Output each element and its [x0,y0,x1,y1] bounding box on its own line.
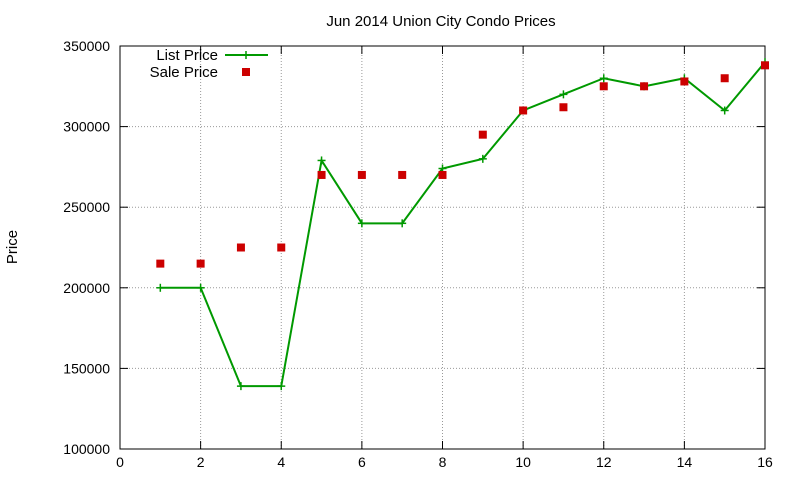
data-point-sale-price [478,130,487,139]
grid-lines [120,46,765,449]
y-tick-label: 250000 [63,199,110,215]
data-point-sale-price [317,170,326,179]
x-tick-label: 0 [116,454,124,470]
x-tick-label: 16 [757,454,773,470]
data-point-list-price [478,154,487,163]
legend-square-swatch [242,68,250,76]
data-point-sale-price [599,82,608,91]
data-point-list-price [559,90,568,99]
data-point-sale-price [640,82,649,91]
data-point-list-price [720,106,729,115]
data-point-list-price [599,74,608,83]
data-point-sale-price [196,259,205,268]
x-tick-label: 6 [358,454,366,470]
data-point-list-price [398,219,407,228]
y-tick-label: 300000 [63,119,110,135]
y-tick-label: 350000 [63,38,110,54]
data-point-list-price [236,382,245,391]
axis-ticks: 100000 150000 200000 250000 300000 350000 0 2 4 6… [63,38,773,470]
y-tick-label: 100000 [63,441,110,457]
data-point-sale-price [277,243,286,252]
series-layer [156,58,769,391]
data-point-sale-price [559,103,568,112]
legend-label: List Price [156,47,218,64]
data-point-list-price [196,283,205,292]
data-point-list-price [277,382,286,391]
data-point-sale-price [357,170,366,179]
legend-plus-swatch [242,51,250,59]
data-point-sale-price [398,170,407,179]
x-tick-label: 14 [677,454,693,470]
data-point-list-price [357,219,366,228]
legend-label: Sale Price [150,64,218,81]
x-tick-label: 12 [596,454,612,470]
y-tick-label: 150000 [63,360,110,376]
series-line-list-price [160,61,766,388]
data-point-sale-price [519,106,528,115]
x-tick-label: 2 [197,454,205,470]
data-point-list-price [317,156,326,165]
x-tick-label: 4 [277,454,285,470]
y-axis-label: Price [4,230,21,264]
x-tick-label: 10 [515,454,531,470]
y-tick-label: 200000 [63,280,110,296]
data-point-sale-price [438,170,447,179]
data-point-sale-price [236,243,245,252]
data-point-sale-price [156,259,165,268]
data-point-sale-price [680,77,689,86]
x-tick-label: 8 [439,454,447,470]
chart-title: Jun 2014 Union City Condo Prices [326,13,555,30]
data-point-list-price [156,283,165,292]
data-point-sale-price [761,61,769,70]
data-point-sale-price [720,74,729,83]
